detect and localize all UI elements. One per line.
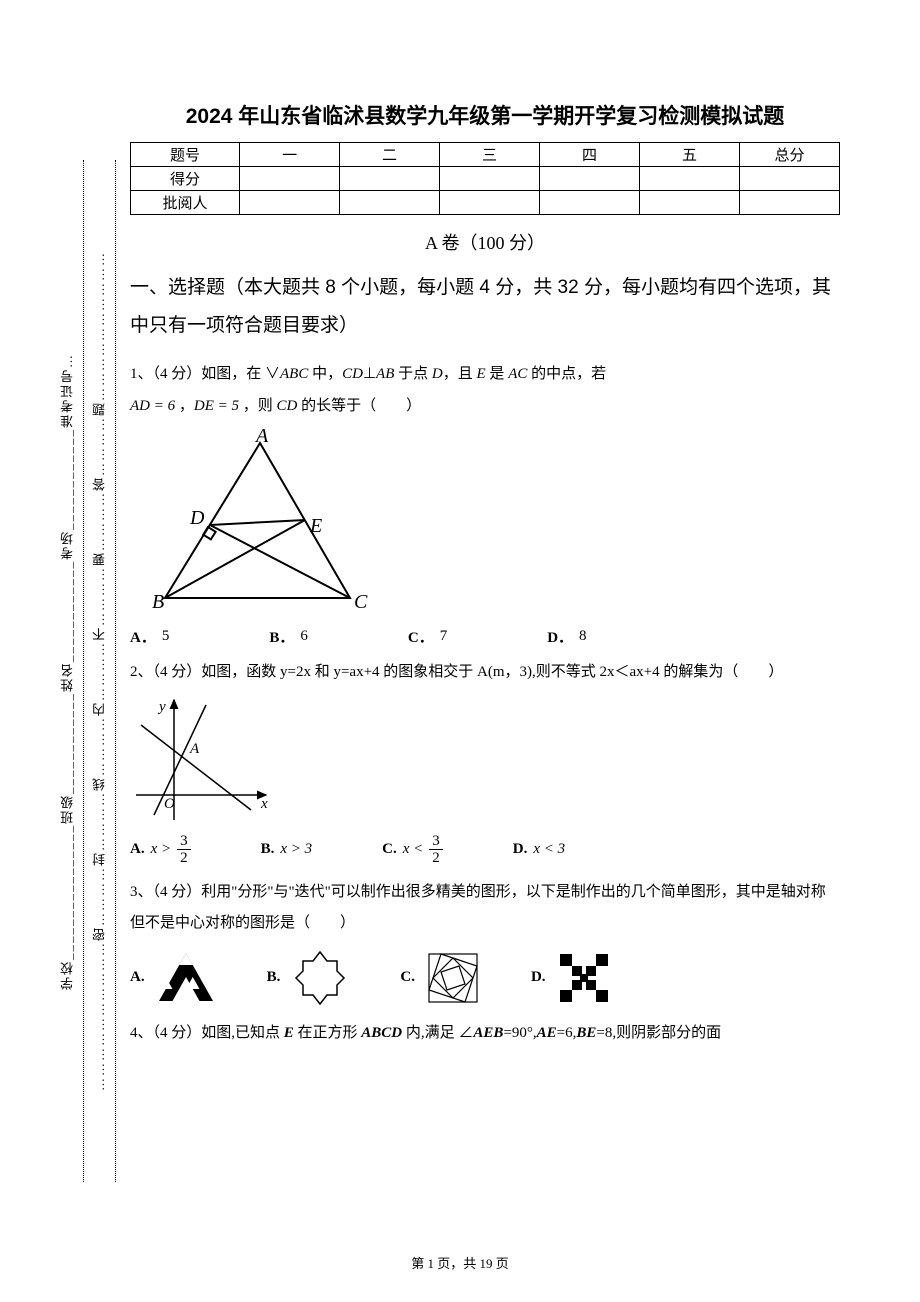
q2-figure: y x O A	[136, 695, 276, 825]
col-header: 五	[640, 143, 740, 167]
q1-figure: A D E B C	[150, 428, 370, 618]
table-row: 得分	[131, 167, 840, 191]
svg-text:E: E	[309, 515, 322, 537]
col-header: 一	[240, 143, 340, 167]
sierpinski-icon	[155, 951, 217, 1005]
table-row: 批阅人	[131, 191, 840, 215]
col-header: 三	[440, 143, 540, 167]
exam-title: 2024 年山东省临沭县数学九年级第一学期开学复习检测模拟试题	[130, 100, 840, 130]
col-header: 题号	[131, 143, 240, 167]
table-row: 题号 一 二 三 四 五 总分	[131, 143, 840, 167]
question-3: 3、（4 分）利用"分形"与"迭代"可以制作出很多精美的图形，以下是制作出的几个…	[130, 877, 840, 940]
svg-text:A: A	[189, 741, 200, 757]
svg-text:x: x	[260, 796, 268, 812]
row-label: 得分	[131, 167, 240, 191]
section-1-heading: 一、选择题（本大题共 8 个小题，每小题 4 分，共 32 分，每小题均有四个选…	[130, 269, 840, 345]
question-4: 4、（4 分）如图,已知点 E 在正方形 ABCD 内,满足 ∠AEB=90°,…	[130, 1018, 840, 1050]
col-header: 总分	[740, 143, 840, 167]
nested-squares-icon	[425, 950, 481, 1006]
koch-snowflake-icon	[290, 948, 350, 1008]
col-header: 二	[340, 143, 440, 167]
svg-text:A: A	[254, 428, 269, 447]
question-2: 2、（4 分）如图，函数 y=2x 和 y=ax+4 的图象相交于 A(m，3)…	[130, 657, 840, 689]
col-header: 四	[540, 143, 640, 167]
row-label: 批阅人	[131, 191, 240, 215]
svg-text:O: O	[164, 796, 175, 812]
page-footer: 第 1 页，共 19 页	[0, 1253, 920, 1272]
question-1: 1、（4 分）如图，在 ∨ABC 中，CD⊥AB 于点 D，且 E 是 AC 的…	[130, 359, 840, 422]
page-content: 2024 年山东省临沭县数学九年级第一学期开学复习检测模拟试题 题号 一 二 三…	[0, 0, 920, 1095]
paper-section: A 卷（100 分）	[130, 229, 840, 255]
q3-options: A. B. C.	[130, 948, 840, 1008]
svg-text:B: B	[152, 591, 164, 613]
q2-options: A. x > 32 B.x > 3 C. x < 32 D.x < 3	[130, 833, 840, 867]
pixel-x-icon	[556, 950, 612, 1006]
svg-text:D: D	[189, 507, 205, 529]
q1-options: A．5 B．6 C．7 D．8	[130, 626, 840, 647]
svg-text:C: C	[354, 591, 368, 613]
score-table: 题号 一 二 三 四 五 总分 得分 批阅人	[130, 142, 840, 215]
svg-text:y: y	[157, 699, 166, 715]
